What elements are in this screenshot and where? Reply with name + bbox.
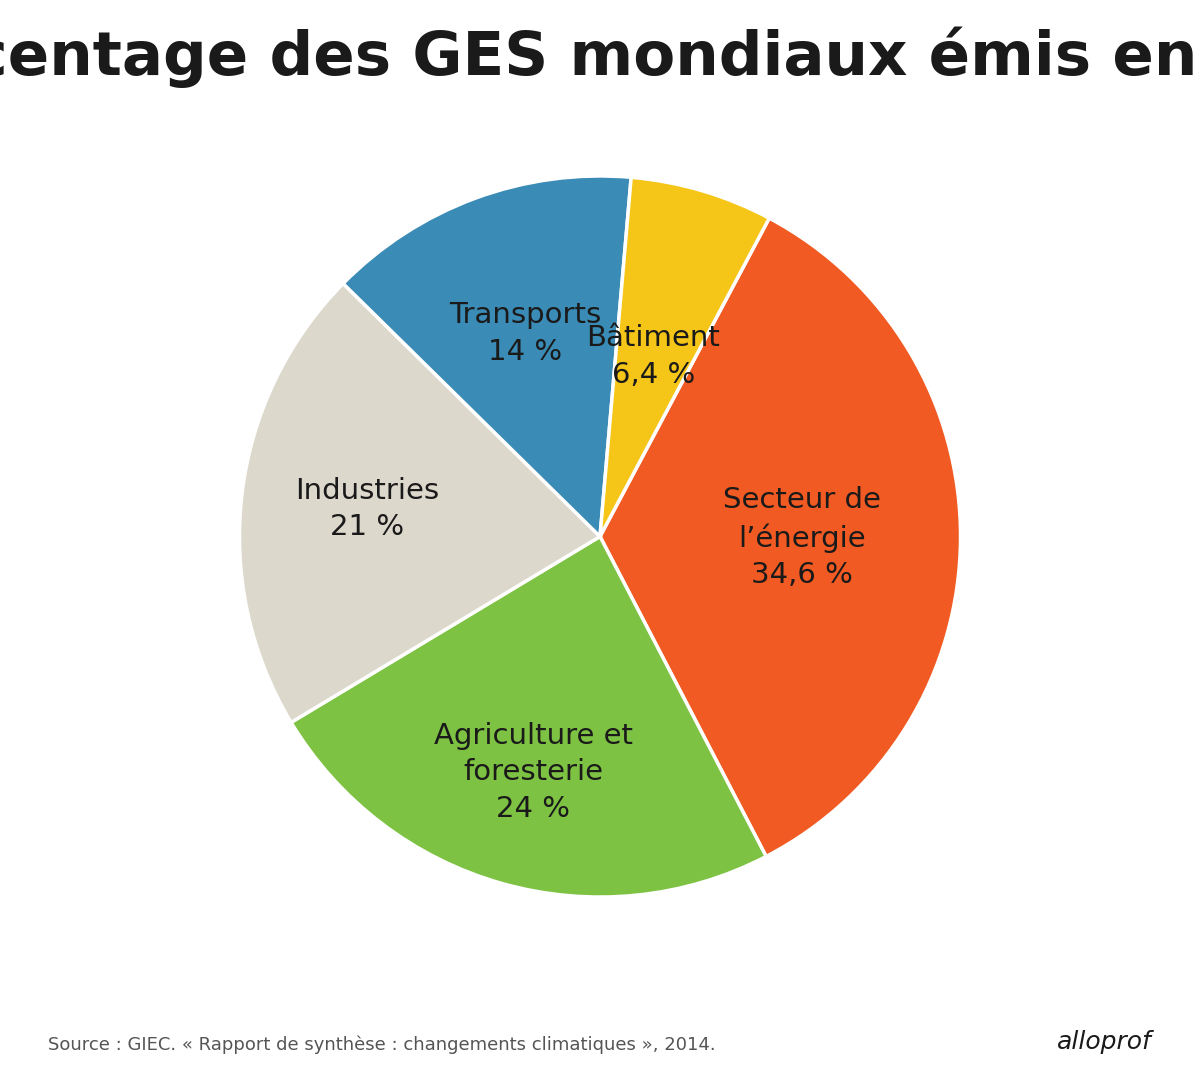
Text: Bâtiment
6,4 %: Bâtiment 6,4 % (587, 324, 720, 389)
Text: alloprof: alloprof (1057, 1030, 1152, 1054)
Text: Source : GIEC. « Rapport de synthèse : changements climatiques », 2014.: Source : GIEC. « Rapport de synthèse : c… (48, 1035, 715, 1054)
Text: Industries
21 %: Industries 21 % (295, 476, 439, 541)
Wedge shape (600, 218, 960, 856)
Text: Transports
14 %: Transports 14 % (449, 302, 601, 366)
Text: Agriculture et
foresterie
24 %: Agriculture et foresterie 24 % (434, 722, 632, 823)
Text: Pourcentage des GES mondiaux émis en 2010: Pourcentage des GES mondiaux émis en 201… (0, 27, 1200, 88)
Wedge shape (240, 283, 600, 722)
Wedge shape (343, 176, 631, 536)
Wedge shape (600, 177, 769, 536)
Wedge shape (292, 536, 766, 897)
Text: Secteur de
l’énergie
34,6 %: Secteur de l’énergie 34,6 % (722, 486, 881, 589)
